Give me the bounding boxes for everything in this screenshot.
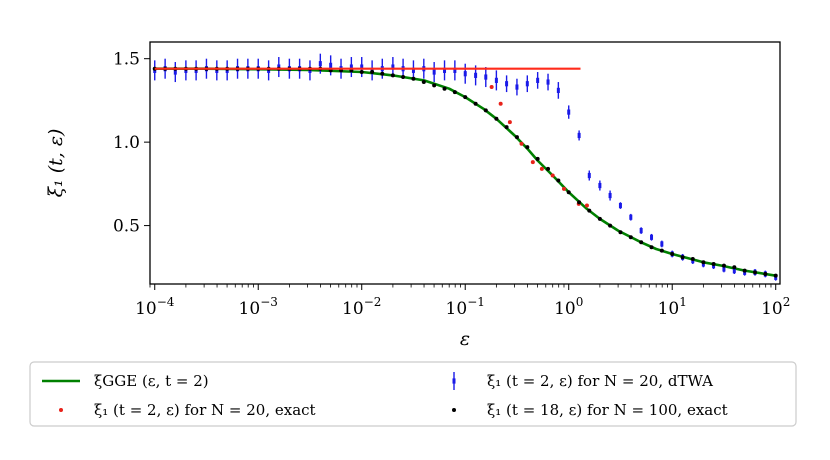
ticks-layer: 10−4 10−3 10−2 10−1 100 101 102 0.5 1.0 1.5	[113, 50, 790, 319]
x-tick-label: 101	[658, 295, 687, 319]
exact-n100-point	[649, 245, 654, 250]
y-axis-label: ξ₁ (t, ε)	[45, 129, 67, 198]
legend-dot-icon	[452, 408, 456, 412]
x-tick-label: 10−2	[342, 295, 381, 319]
exact-n100-point	[566, 190, 571, 195]
exact-n20-point	[489, 85, 494, 90]
legend-entry: ξ₁ (t = 2, ε) for N = 20, dTWA	[452, 372, 713, 390]
x-tick-label: 102	[761, 295, 790, 319]
x-tick-label: 10−3	[239, 295, 278, 319]
exact-n100-point	[370, 70, 375, 75]
legend-label: ξGGE (ε, t = 2)	[94, 372, 209, 390]
exact-n100-point	[753, 270, 758, 275]
exact-n20-point	[507, 120, 512, 125]
exact-n100-point	[711, 261, 716, 266]
legend-label: ξ₁ (t = 2, ε) for N = 20, dTWA	[487, 372, 713, 390]
exact-n100-point	[763, 271, 768, 276]
exact-n100-point	[639, 240, 644, 245]
y-tick-label: 1.0	[113, 133, 140, 153]
exact-n20-point	[584, 203, 589, 208]
exact-n100-point	[380, 71, 385, 76]
exact-n100-point	[773, 273, 778, 278]
exact-n100-point	[690, 256, 695, 261]
exact-n20-point	[530, 160, 535, 165]
legend-label: ξ₁ (t = 2, ε) for N = 20, exact	[94, 401, 316, 419]
exact-n100-point	[359, 70, 364, 75]
exact-n20-point	[498, 101, 503, 106]
exact-n100-point	[535, 156, 540, 161]
legend: ξGGE (ε, t = 2) ξ₁ (t = 2, ε) for N = 20,…	[29, 361, 797, 427]
exact-n100-point	[597, 216, 602, 221]
legend-entry: ξGGE (ε, t = 2)	[42, 372, 209, 390]
exact-n100-point	[463, 95, 468, 100]
exact-n100-point	[742, 268, 747, 273]
exact-n100-point	[514, 135, 519, 140]
x-tick-label: 10−1	[446, 295, 485, 319]
exact-n100-point	[504, 125, 509, 130]
exact-n20-point	[519, 141, 524, 146]
exact-n100-point	[618, 230, 623, 235]
exact-n100-point	[401, 75, 406, 80]
exact-n100-point	[421, 80, 426, 85]
y-tick-label: 1.5	[113, 50, 140, 70]
exact-n100-point	[390, 73, 395, 78]
x-tick-label: 100	[554, 295, 583, 319]
exact-n100-point	[556, 178, 561, 183]
exact-n100-point	[680, 255, 685, 260]
exact-n100-point	[483, 108, 488, 113]
exact-n100-point	[628, 235, 633, 240]
y-tick-label: 0.5	[113, 217, 140, 237]
legend-label: ξ₁ (t = 18, ε) for N = 100, exact	[487, 401, 728, 419]
exact-n100-point	[701, 260, 706, 265]
legend-entry: ξ₁ (t = 18, ε) for N = 100, exact	[452, 401, 728, 419]
exact-n100-point	[546, 166, 551, 171]
exact-n100-point	[577, 200, 582, 205]
legend-frame	[29, 361, 797, 427]
exact-n20-point	[561, 186, 566, 191]
exact-n100-point	[473, 101, 478, 106]
series-layer	[152, 53, 778, 281]
exact-n100-point	[608, 223, 613, 228]
exact-n100-point	[659, 248, 664, 253]
x-tick-label: 10−4	[135, 295, 175, 319]
x-axis-label: ε	[460, 328, 470, 350]
legend-dot-icon	[59, 408, 63, 412]
exact-n100-point	[452, 90, 457, 95]
exact-n100-point	[721, 263, 726, 268]
gge-line	[154, 67, 776, 277]
exact-n20-point	[539, 166, 544, 171]
exact-n100-point	[525, 145, 530, 150]
exact-n100-point	[411, 76, 416, 81]
legend-entry: ξ₁ (t = 2, ε) for N = 20, exact	[59, 401, 316, 419]
exact-n20-point	[550, 173, 555, 178]
exact-n100-point	[670, 251, 675, 256]
exact-n100-point	[442, 86, 447, 91]
exact-n100-point	[494, 116, 499, 121]
exact-n100-point	[732, 265, 737, 270]
exact-n100-point	[432, 83, 437, 88]
exact-n100-point	[587, 208, 592, 213]
